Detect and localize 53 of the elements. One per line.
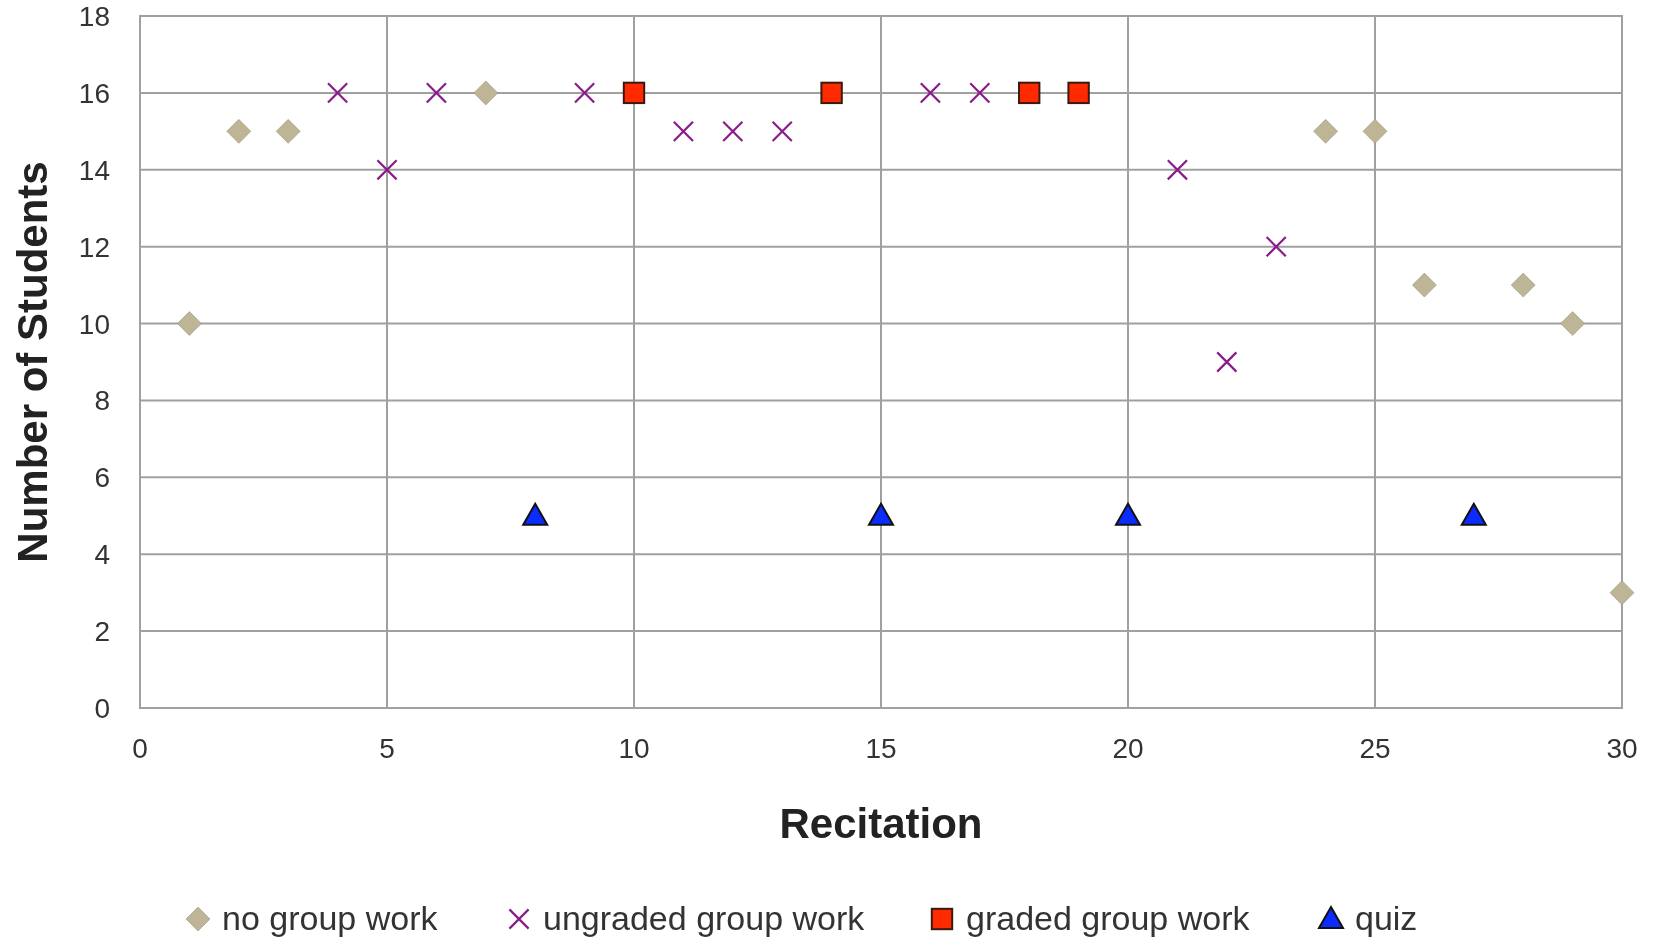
point	[1460, 502, 1487, 526]
point	[771, 120, 793, 143]
legend-label: quiz	[1355, 899, 1418, 937]
point	[1265, 235, 1287, 258]
y-tick-label: 0	[94, 693, 110, 724]
point	[969, 82, 991, 104]
point	[820, 81, 843, 105]
point	[177, 311, 202, 336]
point	[473, 80, 499, 106]
point	[425, 82, 448, 104]
y-axis-title: Number of Students	[9, 161, 56, 563]
point	[622, 81, 646, 105]
point	[1412, 272, 1437, 298]
y-tick-label: 14	[78, 154, 110, 186]
x-tick-label: 20	[1112, 733, 1144, 764]
point	[1313, 119, 1338, 144]
legend-label: graded group work	[966, 899, 1251, 937]
point	[1216, 351, 1238, 373]
legend-label: no group work	[222, 899, 439, 937]
y-tick-label: 16	[78, 77, 110, 109]
point	[1115, 502, 1141, 526]
y-tick-label: 6	[94, 462, 110, 494]
point	[672, 120, 695, 143]
point	[1018, 81, 1041, 105]
point	[326, 82, 349, 104]
x-tick-label: 5	[379, 733, 395, 764]
legend-label: ungraded group work	[543, 899, 866, 937]
point	[522, 502, 549, 526]
point	[573, 82, 596, 104]
point	[376, 159, 398, 181]
point	[1166, 159, 1189, 181]
y-tick-label: 10	[78, 308, 110, 340]
point	[1510, 272, 1536, 298]
y-tick-label: 12	[78, 231, 110, 263]
x-tick-label: 0	[132, 733, 148, 764]
y-tick-label: 4	[94, 539, 110, 571]
x-tick-label: 30	[1606, 733, 1638, 764]
y-tick-label: 2	[94, 616, 110, 648]
point	[1067, 81, 1090, 105]
point	[1362, 119, 1388, 144]
point	[275, 119, 301, 144]
x-axis-title: Recitation	[779, 800, 983, 847]
x-tick-label: 25	[1359, 733, 1391, 764]
point	[868, 502, 894, 526]
point	[1560, 311, 1585, 336]
point	[722, 120, 744, 143]
y-tick-label: 8	[94, 385, 110, 417]
x-tick-label: 15	[865, 733, 897, 764]
point	[1609, 580, 1635, 605]
point	[226, 119, 252, 144]
point	[919, 82, 942, 104]
x-tick-label: 10	[618, 733, 650, 764]
y-tick-label: 18	[78, 1, 110, 32]
